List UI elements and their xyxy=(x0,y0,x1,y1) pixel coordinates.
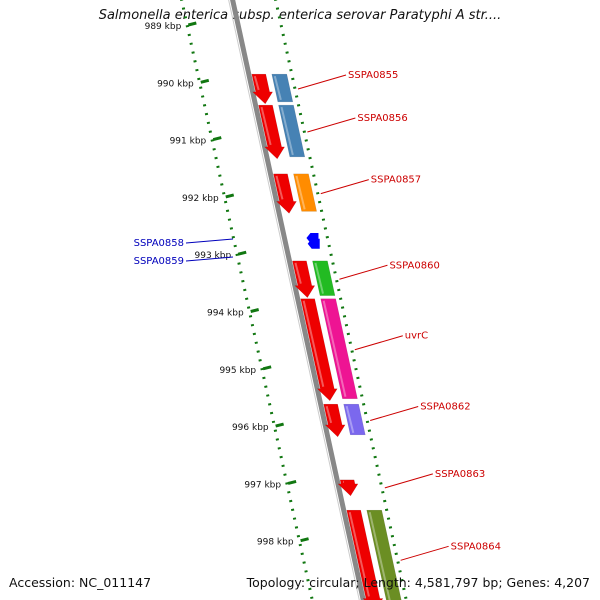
gene-label-sspa0857[interactable]: SSPA0857 xyxy=(371,175,421,186)
gene-label-sspa0855[interactable]: SSPA0855 xyxy=(348,70,398,81)
cds-arrow-uvrc-highlight xyxy=(302,300,325,387)
ruler-tick xyxy=(212,136,222,142)
label-leader-line xyxy=(400,545,449,561)
gene-label-sspa0858[interactable]: SSPA0858 xyxy=(134,238,184,249)
label-leader-line xyxy=(320,179,369,195)
gene-label-sspa0863[interactable]: SSPA0863 xyxy=(435,469,485,480)
feature-track xyxy=(251,73,403,600)
cog-block-sspa0856-highlight xyxy=(280,106,294,156)
cog-block-sspa0864[interactable] xyxy=(366,509,403,600)
cds-arrow-sspa0860-highlight xyxy=(294,262,302,284)
cog-block-sspa0864-highlight xyxy=(368,511,391,600)
label-leader-line xyxy=(370,406,419,421)
cog-block-sspa0860[interactable] xyxy=(312,260,336,296)
cog-block-sspa0855[interactable] xyxy=(271,73,294,103)
ruler-tick-label: 993 kbp xyxy=(195,251,232,261)
accession-text: Accession: NC_011147 xyxy=(9,575,152,590)
cog-block-sspa0862[interactable] xyxy=(343,403,366,436)
backbone-shadow xyxy=(228,0,360,600)
label-leader-line xyxy=(185,256,234,262)
cds-arrow-sspa0855[interactable] xyxy=(251,73,274,105)
ruler-tick-label: 998 kbp xyxy=(257,538,294,548)
cds-arrow-sspa0862[interactable] xyxy=(323,403,346,438)
ruler-tick xyxy=(262,365,272,371)
cds-arrow-sspa0863[interactable] xyxy=(337,479,359,497)
label-leader-line xyxy=(307,117,356,133)
label-leader-line xyxy=(339,264,388,280)
cog-block-sspa0860-highlight xyxy=(314,262,324,294)
ruler-tick xyxy=(275,422,284,428)
ruler-tick-label: 994 kbp xyxy=(207,309,244,319)
ruler-tick-label: 991 kbp xyxy=(170,137,207,147)
backbone-line xyxy=(230,0,366,600)
label-leader-line xyxy=(297,74,347,90)
gene-label-uvrc[interactable]: uvrC xyxy=(405,331,428,342)
cds-arrow-sspa0856-highlight xyxy=(260,106,272,146)
cds-reverse-sspa0859[interactable] xyxy=(307,238,320,249)
cds-arrow-sspa0864[interactable] xyxy=(346,509,384,600)
gene-label-sspa0862[interactable]: SSPA0862 xyxy=(420,402,470,413)
gene-label-sspa0859[interactable]: SSPA0859 xyxy=(134,256,184,267)
cds-arrow-uvrc[interactable] xyxy=(300,298,338,402)
scale-ruler: 989 kbp 990 kbp 991 kbp 992 kbp 993 kbp 994 k… xyxy=(145,0,408,600)
backbone xyxy=(228,0,366,600)
ruler-tick-label: 990 kbp xyxy=(157,79,194,89)
genome-title: Salmonella enterica subsp. enterica sero… xyxy=(98,8,502,23)
cog-block-sspa0862-highlight xyxy=(345,405,355,434)
genome-summary-text: Topology: circular; Length: 4,581,797 bp… xyxy=(246,575,590,590)
ruler-tick-label: 996 kbp xyxy=(232,423,269,433)
cog-block-sspa0856[interactable] xyxy=(278,104,306,158)
gene-label-sspa0860[interactable]: SSPA0860 xyxy=(389,260,439,271)
ruler-tick xyxy=(287,479,297,485)
ruler-tick xyxy=(300,537,309,543)
cog-block-uvrc-highlight xyxy=(322,300,347,397)
cog-block-sspa0857[interactable] xyxy=(293,173,317,212)
ruler-tick xyxy=(200,78,210,84)
gene-label-sspa0856[interactable]: SSPA0856 xyxy=(357,113,407,124)
cds-arrow-sspa0855-highlight xyxy=(253,75,260,91)
label-leader-line xyxy=(354,335,403,351)
cds-arrow-sspa0857-highlight xyxy=(275,175,284,200)
ruler-tick-label: 995 kbp xyxy=(219,366,256,376)
cog-block-sspa0855-highlight xyxy=(273,75,282,101)
cog-block-uvrc[interactable] xyxy=(320,298,358,399)
ruler-tick-label: 989 kbp xyxy=(145,22,182,32)
label-leader-line xyxy=(384,473,433,489)
ruler-tick-label: 997 kbp xyxy=(244,480,281,490)
cds-arrow-sspa0860[interactable] xyxy=(292,260,316,298)
gene-label-sspa0864[interactable]: SSPA0864 xyxy=(451,541,501,552)
ruler-tick xyxy=(187,21,197,27)
cog-block-sspa0857-highlight xyxy=(295,175,306,210)
ruler-tick-label: 992 kbp xyxy=(182,194,219,204)
cds-arrow-sspa0856[interactable] xyxy=(258,104,286,160)
ruler-tick xyxy=(225,193,235,199)
ruler-tick xyxy=(250,308,260,313)
cds-arrow-sspa0864-highlight xyxy=(348,511,370,597)
ruler-tick xyxy=(237,250,247,256)
cds-arrow-sspa0857[interactable] xyxy=(273,173,297,214)
label-leader-line xyxy=(185,238,234,244)
gene-labels: SSPA0855 SSPA0856 SSPA0857 SSPA0860 uvrC SSPA… xyxy=(134,70,501,561)
cds-arrow-sspa0862-highlight xyxy=(325,405,333,424)
